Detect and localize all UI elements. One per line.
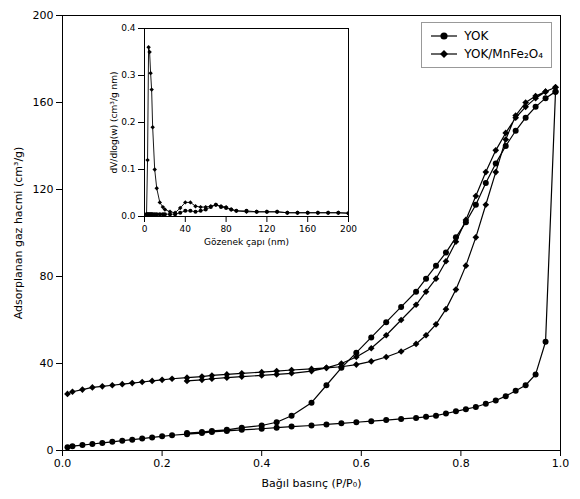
svg-text:dV/dlog(w) (cm³/g nm): dV/dlog(w) (cm³/g nm)	[109, 71, 119, 173]
svg-text:40: 40	[40, 357, 54, 370]
svg-text:120: 120	[33, 183, 54, 196]
svg-text:200: 200	[340, 224, 357, 234]
svg-text:80: 80	[40, 270, 54, 283]
svg-text:0.2: 0.2	[121, 117, 135, 127]
svg-text:120: 120	[258, 224, 275, 234]
svg-text:0.3: 0.3	[121, 70, 135, 80]
svg-text:0: 0	[142, 224, 148, 234]
svg-text:0.0: 0.0	[54, 457, 72, 470]
svg-text:0.6: 0.6	[353, 457, 371, 470]
svg-text:0.1: 0.1	[121, 164, 135, 174]
html-text:YOK/MnFe₂O₄: YOK/MnFe₂O₄	[464, 47, 543, 61]
svg-text:Bağıl basınç (P/P₀): Bağıl basınç (P/P₀)	[262, 477, 362, 490]
svg-text:0.4: 0.4	[121, 23, 136, 33]
svg-text:Gözenek çapı (nm): Gözenek çapı (nm)	[204, 237, 289, 247]
svg-text:0.0: 0.0	[121, 211, 136, 221]
svg-text:160: 160	[299, 224, 316, 234]
svg-text:0.4: 0.4	[253, 457, 271, 470]
svg-text:40: 40	[180, 224, 192, 234]
svg-text:0: 0	[47, 444, 54, 457]
svg-text:Adsorplanan gaz hacmi (cm³/g): Adsorplanan gaz hacmi (cm³/g)	[12, 147, 25, 320]
svg-text:80: 80	[220, 224, 232, 234]
svg-text:0.2: 0.2	[153, 457, 171, 470]
svg-text:1.0: 1.0	[552, 457, 570, 470]
svg-text:200: 200	[33, 9, 54, 22]
svg-text:160: 160	[33, 96, 54, 109]
html-text:YOK: YOK	[464, 29, 489, 43]
svg-text:0.8: 0.8	[452, 457, 470, 470]
